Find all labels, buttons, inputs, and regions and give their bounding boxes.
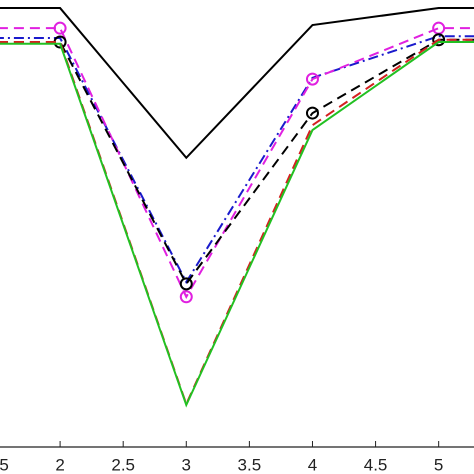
series-marker (179, 277, 193, 291)
x-tick-label: 1.5 (0, 455, 9, 474)
x-tick-label: 4 (308, 455, 317, 474)
series-line (0, 41, 474, 408)
series-line (0, 7, 474, 160)
x-tick-label: 2.5 (111, 455, 135, 474)
x-tick-label: 4.5 (364, 455, 388, 474)
x-tick-label: 5 (434, 455, 443, 474)
series-marker (432, 33, 446, 47)
x-tick-label: 2 (55, 455, 64, 474)
x-tick-label: 3 (182, 455, 191, 474)
series-line (0, 27, 474, 299)
series-marker (305, 106, 319, 120)
series-marker (432, 21, 446, 35)
series-marker (53, 21, 67, 35)
x-tick-label: 3.5 (238, 455, 262, 474)
plot-area (0, 7, 474, 408)
series-marker (305, 72, 319, 86)
series-line (0, 38, 474, 407)
series-marker (179, 290, 193, 304)
series-line (0, 35, 474, 285)
